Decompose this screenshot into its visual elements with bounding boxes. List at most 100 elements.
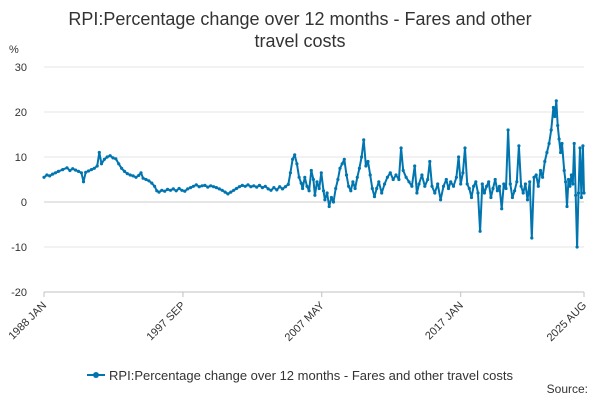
data-point [111, 156, 115, 160]
data-point [246, 183, 250, 187]
data-point [426, 177, 430, 182]
data-point [433, 191, 437, 195]
data-point [568, 184, 572, 188]
data-point [572, 141, 576, 146]
data-point [200, 184, 204, 188]
data-point [163, 189, 167, 193]
data-point [56, 169, 61, 173]
data-point [364, 164, 368, 168]
data-point [255, 185, 259, 189]
data-point [301, 186, 305, 191]
y-tick-label: 0 [21, 197, 27, 209]
data-point [89, 168, 93, 172]
data-point [128, 173, 132, 177]
data-point [120, 166, 124, 170]
data-point [380, 191, 384, 195]
data-point [240, 183, 244, 187]
data-point [366, 159, 370, 164]
data-point [495, 189, 499, 193]
data-point [177, 186, 181, 191]
data-point [500, 207, 504, 211]
data-point [340, 162, 344, 166]
data-point [351, 180, 355, 184]
data-point [317, 186, 321, 191]
series-line [43, 99, 585, 248]
data-point [309, 168, 313, 173]
data-point [243, 184, 247, 188]
data-point [497, 184, 502, 188]
data-point [79, 171, 83, 175]
data-point [404, 175, 408, 179]
data-point [407, 180, 411, 184]
data-point [525, 198, 530, 202]
data-point [360, 155, 364, 159]
data-point [566, 177, 571, 182]
data-point [147, 179, 151, 183]
data-point [454, 175, 458, 179]
data-point [347, 184, 351, 188]
data-point [399, 146, 403, 150]
data-point [385, 175, 389, 179]
data-point [180, 188, 184, 192]
data-point [331, 200, 336, 204]
legend-item[interactable]: RPI:Percentage change over 12 months - F… [87, 368, 513, 383]
data-point [449, 180, 453, 184]
data-point [260, 186, 264, 190]
data-point [357, 166, 361, 170]
data-point [401, 168, 405, 173]
data-point [299, 181, 303, 185]
data-point [48, 174, 52, 178]
data-point [375, 186, 379, 191]
data-point [102, 157, 106, 161]
data-point [71, 167, 75, 171]
data-point [186, 187, 190, 191]
data-point [474, 180, 478, 184]
data-point [338, 166, 342, 170]
x-tick-label: 2017 JAN [423, 300, 466, 343]
data-point [459, 182, 463, 186]
data-point [122, 169, 127, 173]
x-tick-label: 2007 MAY [283, 299, 328, 344]
data-point [311, 177, 315, 182]
data-point [472, 184, 476, 188]
y-tick-label: -20 [11, 287, 27, 299]
data-point [174, 189, 178, 193]
data-point [137, 173, 141, 177]
data-point [275, 188, 279, 192]
data-point [368, 173, 372, 177]
data-point [344, 173, 349, 177]
source-label: Source: [546, 382, 588, 396]
data-point [197, 185, 201, 189]
data-point [370, 186, 374, 191]
data-point [553, 114, 557, 119]
data-point [266, 187, 270, 191]
data-point [191, 184, 195, 188]
data-point [485, 184, 489, 188]
data-point [183, 189, 187, 193]
data-point [220, 188, 224, 192]
data-point [355, 175, 359, 179]
data-point [166, 187, 170, 191]
data-point [423, 184, 427, 188]
data-point [269, 188, 273, 192]
data-point [252, 184, 256, 188]
data-point [168, 188, 173, 192]
data-point [362, 138, 366, 142]
data-point [105, 155, 109, 159]
data-point [383, 182, 387, 186]
data-point [394, 173, 398, 177]
data-point [214, 186, 218, 190]
data-point [581, 144, 585, 148]
data-point [515, 180, 519, 184]
data-point [510, 195, 514, 200]
chart-title: RPI:Percentage change over 12 months - F… [0, 8, 600, 52]
data-point [65, 166, 69, 170]
data-point [562, 168, 566, 173]
data-point [53, 171, 58, 175]
data-point [329, 195, 333, 200]
data-point [353, 186, 357, 191]
data-point [42, 175, 46, 179]
data-point [487, 180, 491, 184]
y-tick-label: -10 [11, 242, 27, 254]
data-point [410, 184, 414, 188]
